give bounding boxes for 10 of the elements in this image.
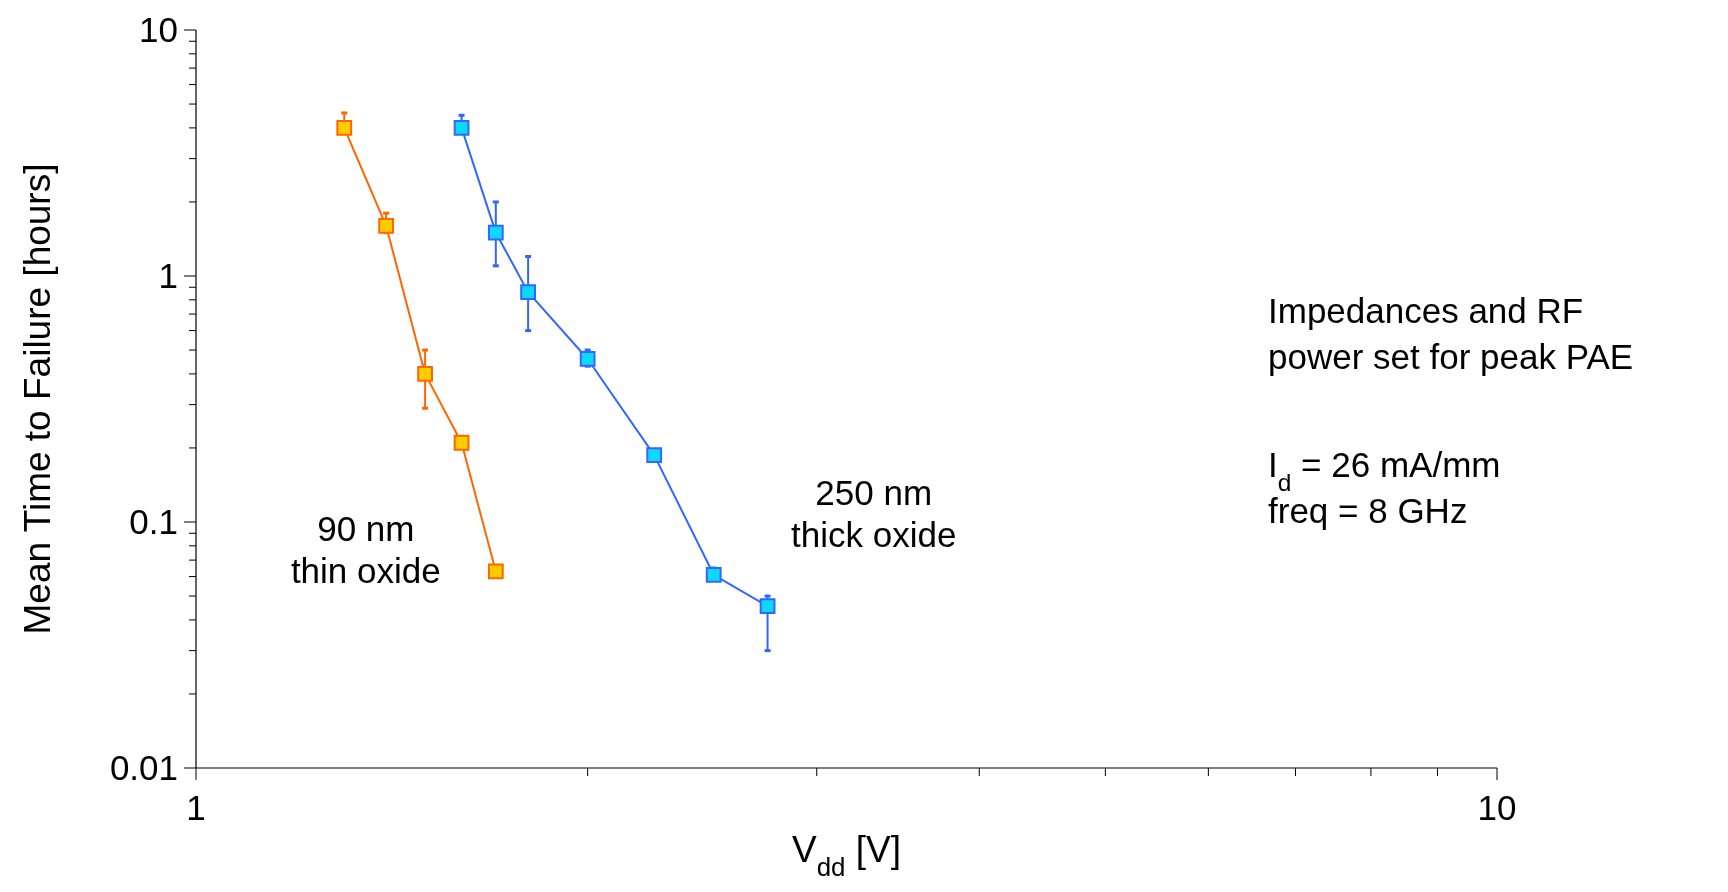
annotation: Impedances and RF — [1268, 291, 1584, 330]
annotation: power set for peak PAE — [1268, 337, 1634, 376]
x-axis-title: V$_{dd}$ [V] — [791, 829, 902, 881]
series-label: 90 nm thin oxide — [290, 509, 441, 591]
y-tick-label: 0.1 — [129, 502, 178, 541]
series-label: 250 nm thick oxide — [791, 472, 957, 554]
y-tick-label: 10 — [139, 10, 178, 49]
y-axis-title: Mean Time to Failure [hours] — [17, 163, 58, 635]
y-tick-label: 1 — [158, 256, 178, 295]
y-tick-label: 0.01 — [109, 748, 178, 787]
